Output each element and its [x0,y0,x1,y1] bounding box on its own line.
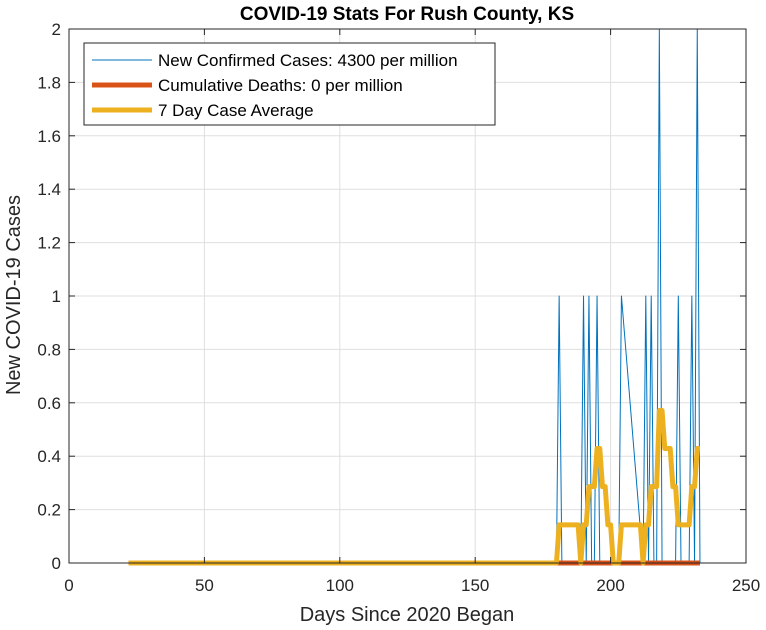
y-tick-label: 1.4 [37,180,61,199]
x-tick-label: 100 [326,576,354,595]
series-7-day-average-line [128,408,700,566]
y-tick-label: 0.6 [37,394,61,413]
x-tick-label: 200 [596,576,624,595]
legend-label-deaths: Cumulative Deaths: 0 per million [158,76,403,95]
x-tick-label: 250 [732,576,760,595]
legend-box [83,42,496,126]
x-tick-label: 0 [64,576,73,595]
legend-label-new-cases: New Confirmed Cases: 4300 per million [158,51,458,70]
legend-label-avg: 7 Day Case Average [158,101,314,120]
y-tick-label: 1.2 [37,234,61,253]
x-tick-label: 150 [461,576,489,595]
y-tick-label: 0.2 [37,501,61,520]
x-tick-label: 50 [195,576,214,595]
y-axis-title: New COVID-19 Cases [3,195,25,395]
legend: New Confirmed Cases: 4300 per million Cu… [83,42,496,126]
x-axis-title: Days Since 2020 Began [300,604,515,626]
y-tick-label: 1.6 [37,127,61,146]
y-tick-label: 2 [52,20,61,39]
y-tick-label: 1.8 [37,73,61,92]
y-tick-label: 0.8 [37,340,61,359]
axis-ticks: 0 50 100 150 200 250 0 0.2 0.4 0.6 0.8 1 1.2 1.4 1.6 1.… [37,20,760,595]
y-tick-label: 0.4 [37,447,61,466]
y-tick-label: 0 [52,554,61,573]
chart-title: COVID-19 Stats For Rush County, KS [240,4,574,25]
y-tick-label: 1 [52,287,61,306]
